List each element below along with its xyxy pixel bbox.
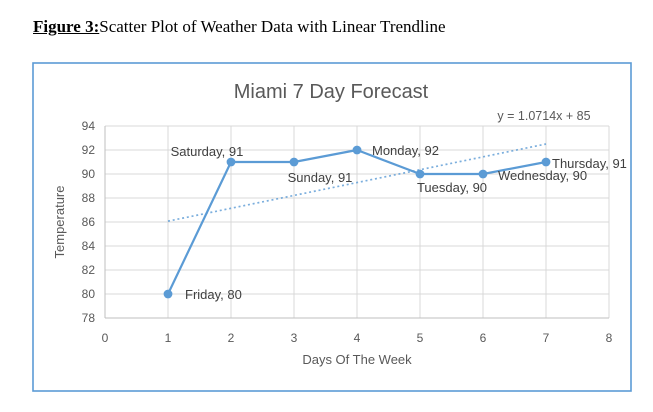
y-tick-label: 84 [82,239,96,253]
x-tick-label: 7 [543,331,550,345]
data-point[interactable] [541,157,551,167]
figure-caption-text: Scatter Plot of Weather Data with Linear… [99,17,446,36]
y-tick-label: 80 [82,287,96,301]
y-tick-label: 78 [82,311,96,325]
data-point[interactable] [478,169,488,179]
x-tick-label: 2 [228,331,235,345]
x-tick-label: 8 [606,331,613,345]
x-axis-title: Days Of The Week [302,352,412,367]
data-point-label: Tuesday, 90 [417,180,487,195]
data-point[interactable] [289,157,299,167]
x-tick-label: 5 [417,331,424,345]
x-tick-label: 3 [291,331,298,345]
data-point-label: Saturday, 91 [171,144,244,159]
trendline [167,143,547,222]
data-point[interactable] [415,169,425,179]
x-tick-label: 1 [165,331,172,345]
figure-caption-label: Figure 3: [33,17,100,36]
x-tick-label: 4 [354,331,361,345]
trendline-equation: y = 1.0714x + 85 [497,109,590,123]
chart[interactable]: 0 1 2 3 4 5 6 7 8 78 80 82 84 86 88 90 92 94 Friday, 80 Sat… [32,62,632,392]
data-point-label: Sunday, 91 [288,170,353,185]
y-axis-title: Temperature [52,186,67,259]
data-point[interactable] [163,289,173,299]
y-tick-label: 90 [82,167,96,181]
chart-title: Miami 7 Day Forecast [234,81,429,103]
y-tick-label: 86 [82,215,96,229]
data-point[interactable] [352,145,362,155]
y-tick-label: 82 [82,263,96,277]
y-tick-label: 94 [82,119,96,133]
x-tick-label: 6 [480,331,487,345]
figure-caption: Figure 3:Scatter Plot of Weather Data wi… [33,17,446,37]
data-point-label: Wednesday, 90 [498,168,587,183]
data-point-label: Friday, 80 [185,287,242,302]
data-point-label: Thursday, 91 [552,156,627,171]
chart-border [32,62,632,392]
data-point-label: Monday, 92 [372,143,439,158]
y-tick-label: 92 [82,143,96,157]
y-tick-label: 88 [82,191,96,205]
x-tick-label: 0 [102,331,109,345]
data-point[interactable] [226,157,236,167]
